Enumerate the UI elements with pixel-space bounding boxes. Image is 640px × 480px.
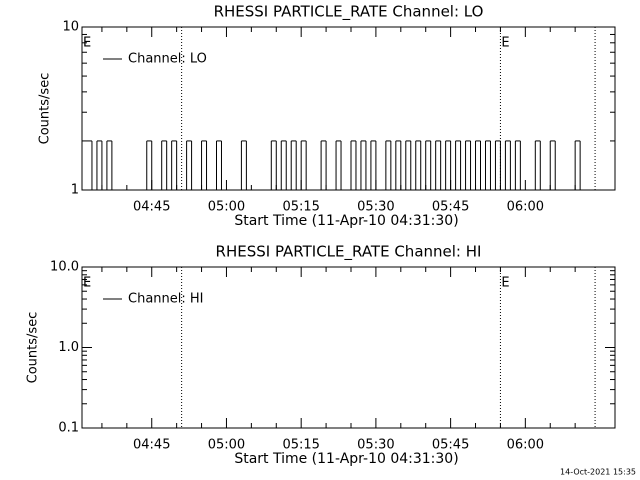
footer-timestamp: 14-Oct-2021 15:35	[560, 468, 636, 477]
x-tick-label: 05:00	[208, 438, 245, 453]
y-axis-label: Counts/sec	[26, 312, 41, 384]
y-tick-label: 10.0	[50, 260, 79, 275]
y-tick-label: 1.0	[58, 340, 79, 355]
x-tick-label: 06:00	[507, 438, 544, 453]
x-tick-label: 05:45	[432, 200, 469, 215]
x-axis-label: Start Time (11-Apr-10 04:31:30)	[234, 451, 458, 467]
x-tick-label: 05:00	[208, 200, 245, 215]
x-tick-label: 05:15	[282, 200, 319, 215]
chart-title: RHESSI PARTICLE_RATE Channel: HI	[216, 243, 482, 262]
x-tick-label: 04:45	[133, 438, 170, 453]
x-tick-label: 05:45	[432, 438, 469, 453]
annotation: E	[501, 36, 509, 51]
x-tick-label: 05:30	[357, 200, 394, 215]
chart-title: RHESSI PARTICLE_RATE Channel: LO	[214, 3, 484, 22]
y-axis-label: Counts/sec	[38, 73, 53, 145]
x-tick-label: 05:15	[282, 438, 319, 453]
y-tick-label: 0.1	[58, 421, 79, 436]
annotation: E	[83, 36, 91, 51]
y-tick-label: 10	[62, 20, 79, 35]
legend-label: Channel: HI	[128, 292, 204, 307]
x-tick-label: 04:45	[133, 200, 170, 215]
x-tick-label: 06:00	[507, 200, 544, 215]
legend-label: Channel: LO	[128, 52, 207, 67]
x-axis-label: Start Time (11-Apr-10 04:31:30)	[234, 213, 458, 229]
x-tick-label: 05:30	[357, 438, 394, 453]
annotation: E	[83, 276, 91, 291]
annotation: E	[501, 276, 509, 291]
y-tick-label: 1	[71, 183, 79, 198]
